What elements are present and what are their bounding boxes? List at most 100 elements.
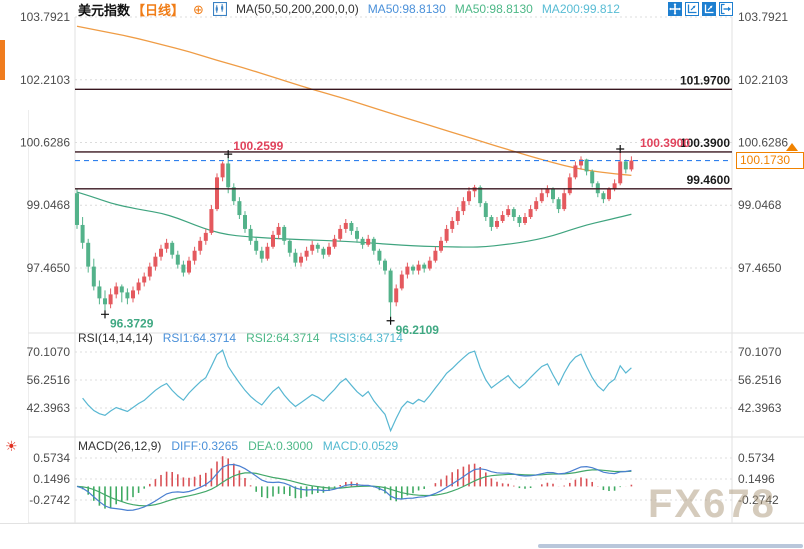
candle bbox=[203, 232, 208, 241]
move-crosshair-icon[interactable] bbox=[668, 2, 682, 16]
candle bbox=[159, 248, 163, 257]
candle bbox=[534, 201, 539, 210]
candle bbox=[629, 160, 634, 170]
candle bbox=[422, 264, 427, 269]
main-y-axis-label-left: 102.2103 bbox=[20, 73, 70, 87]
main-y-axis-label-right: 99.0468 bbox=[738, 198, 782, 212]
candle bbox=[416, 264, 421, 271]
ma50-legend-2: MA50:98.8130 bbox=[454, 2, 533, 16]
price-line-label-red: 100.3900 bbox=[640, 136, 690, 150]
candle bbox=[80, 224, 85, 243]
ma200-legend: MA200:99.812 bbox=[541, 2, 620, 16]
pan-right-icon[interactable] bbox=[719, 2, 733, 16]
candle bbox=[271, 234, 275, 247]
candle bbox=[545, 189, 550, 194]
rsi2-value: RSI2:64.3714 bbox=[246, 331, 320, 345]
candle bbox=[523, 217, 527, 223]
rsi-y-axis-label-right: 56.2516 bbox=[738, 373, 782, 387]
symbol-name: 美元指数 bbox=[78, 2, 131, 18]
candle bbox=[153, 256, 158, 267]
candle bbox=[623, 161, 628, 170]
swing-high-label: 100.2599 bbox=[233, 139, 283, 153]
ma-settings-label: MA(50,50,200,200,0,0) bbox=[235, 2, 359, 16]
candle bbox=[282, 226, 287, 241]
candle bbox=[209, 209, 214, 233]
add-indicator-icon[interactable]: ⊕ bbox=[193, 1, 204, 17]
candle bbox=[349, 222, 354, 231]
rsi3-value: RSI3:64.3714 bbox=[329, 331, 403, 345]
chart-toolbar bbox=[668, 2, 733, 16]
candle bbox=[259, 250, 264, 259]
rsi-y-axis-label-left: 42.3963 bbox=[27, 401, 71, 415]
candle bbox=[607, 189, 611, 200]
candle bbox=[226, 163, 231, 188]
extreme-cross-marker bbox=[224, 150, 233, 159]
candle bbox=[461, 201, 466, 212]
candle bbox=[220, 163, 225, 178]
candle bbox=[450, 220, 455, 229]
macd-value: MACD:0.0529 bbox=[322, 439, 399, 453]
candle bbox=[198, 240, 203, 251]
candle bbox=[237, 201, 242, 216]
ma50-legend-1: MA50:98.8130 bbox=[367, 2, 446, 16]
candle bbox=[332, 238, 337, 247]
candle bbox=[243, 215, 247, 229]
main-y-axis-label-left: 97.4650 bbox=[27, 261, 71, 275]
macd-y-axis-label-left: 0.5734 bbox=[33, 451, 70, 465]
candle bbox=[511, 209, 516, 218]
candle bbox=[254, 240, 259, 251]
ma200-line bbox=[76, 25, 632, 177]
auto-fit-icon[interactable] bbox=[702, 2, 716, 16]
candle bbox=[338, 228, 343, 239]
axis-scale-icon[interactable] bbox=[685, 2, 699, 16]
extreme-cross-marker bbox=[386, 316, 395, 325]
extreme-cross-marker bbox=[616, 144, 625, 153]
candle bbox=[299, 256, 303, 263]
left-panel-border bbox=[28, 110, 29, 549]
candle bbox=[119, 286, 124, 293]
swing-low-label: 96.2109 bbox=[396, 323, 440, 337]
candle bbox=[315, 244, 320, 249]
candle bbox=[142, 276, 147, 283]
candle bbox=[125, 292, 130, 299]
candle bbox=[579, 159, 583, 166]
candle bbox=[147, 266, 152, 277]
extreme-cross-marker bbox=[101, 310, 109, 319]
candle bbox=[411, 266, 415, 271]
macd-y-axis-label-right: -0.2742 bbox=[738, 493, 779, 507]
rsi-header: RSI(14,14,14) RSI1:64.3714 RSI2:64.3714 … bbox=[78, 331, 403, 345]
main-y-axis-label-left: 103.7921 bbox=[20, 10, 70, 24]
rsi1-value: RSI1:64.3714 bbox=[162, 331, 237, 345]
candle bbox=[187, 260, 191, 273]
candle bbox=[612, 183, 617, 190]
candle bbox=[327, 246, 331, 255]
horizontal-scrollbar[interactable] bbox=[538, 544, 803, 548]
macd-header: MACD(26,12,9) DIFF:0.3265 DEA:0.3000 MAC… bbox=[78, 439, 398, 453]
macd-label: MACD(26,12,9) bbox=[78, 439, 162, 453]
candle bbox=[304, 250, 309, 257]
brightness-icon[interactable]: ☀ bbox=[5, 438, 18, 454]
dea-value: DEA:0.3000 bbox=[248, 439, 313, 453]
candle bbox=[131, 290, 135, 299]
rsi-y-axis-label-right: 42.3963 bbox=[738, 401, 782, 415]
candlestick-chart-icon[interactable] bbox=[212, 2, 227, 16]
candle bbox=[618, 161, 623, 184]
macd-y-axis-label-left: 0.1496 bbox=[33, 472, 70, 486]
candle bbox=[539, 193, 544, 202]
candle bbox=[265, 246, 270, 259]
candle bbox=[517, 217, 522, 223]
current-price-marker-icon bbox=[786, 142, 798, 151]
rsi-y-axis-label-left: 70.1070 bbox=[27, 345, 71, 359]
candle bbox=[276, 226, 281, 235]
candle bbox=[170, 242, 175, 255]
candle bbox=[293, 252, 298, 263]
macd-y-axis-label-right: 0.5734 bbox=[738, 451, 775, 465]
ma50-line bbox=[76, 191, 632, 248]
candle bbox=[467, 191, 471, 202]
candle bbox=[136, 282, 141, 291]
candle bbox=[584, 159, 589, 172]
timeframe-label: 【日线】 bbox=[132, 2, 185, 18]
candle bbox=[500, 215, 505, 221]
candle bbox=[427, 260, 432, 269]
